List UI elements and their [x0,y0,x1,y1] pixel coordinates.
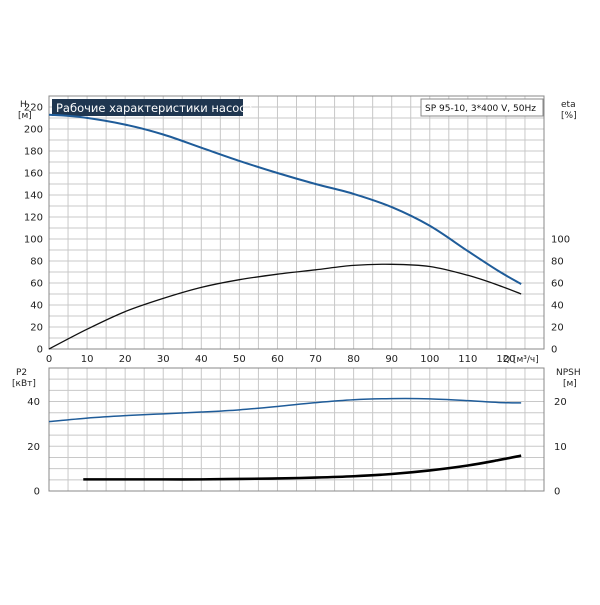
bottom-plot-frame [48,367,545,492]
y-right-tick-label: 20 [551,323,564,334]
legend-box [420,98,544,117]
x-tick-label: 40 [195,354,208,365]
x-tick-label: 0 [46,354,52,365]
y-left-tick-label: 180 [24,147,43,158]
y-left-tick-label: 40 [30,301,43,312]
series-NPSH-line [83,454,522,481]
y-left-tick-label: 20 [30,323,43,334]
y-left-tick-label: 0 [37,345,43,356]
y-left-tick-label: 140 [24,191,43,202]
y-right-tick-label: 40 [551,301,564,312]
y-left-tick-label: 120 [24,213,43,224]
p2-axis-unit: [кВт] [12,379,36,389]
x-axis-label: Q [м³/ч] [503,355,539,365]
y-axis-left-label: H [20,100,27,110]
y-left-tick-label: 80 [30,257,43,268]
y-right-tick-label: 60 [551,279,564,290]
chart-title: Рабочие характеристики насоса [56,101,253,115]
npsh-axis-label: NPSH [556,368,581,378]
npsh-tick-label: 0 [554,487,560,498]
top-plot-frame [48,95,545,350]
legend-text: SP 95-10, 3*400 V, 50Hz [425,104,536,114]
x-tick-label: 70 [309,354,322,365]
series-P2-line [48,397,522,423]
p2-axis-label: P2 [16,368,27,378]
x-tick-label: 110 [458,354,477,365]
series-eta-line [48,263,522,350]
npsh-tick-label: 20 [554,397,567,408]
p2-tick-label: 40 [27,397,40,408]
p2-tick-label: 20 [27,442,40,453]
y-left-tick-label: 100 [24,235,43,246]
y-axis-left-unit: [м] [18,111,32,121]
y-axis-right-label: eta [561,100,576,110]
y-left-tick-label: 200 [24,125,43,136]
x-tick-label: 90 [385,354,398,365]
y-right-tick-label: 0 [551,345,557,356]
bottom-chart-panel: P2[кВт] NPSH[м] 0 20 40 0 10 20 [12,367,581,498]
series-H-line [48,113,522,285]
y-left-tick-label: 220 [24,103,43,114]
y-left-tick-label: 160 [24,169,43,180]
x-tick-label: 50 [233,354,246,365]
x-tick-label: 20 [119,354,132,365]
x-tick-label: 60 [271,354,284,365]
y-right-tick-label: 100 [551,235,570,246]
x-tick-label: 120 [496,354,515,365]
chart-title-box [52,99,243,116]
y-axis-right-unit: [%] [561,111,577,121]
y-left-tick-label: 60 [30,279,43,290]
x-tick-label: 100 [420,354,439,365]
npsh-axis-unit: [м] [563,379,577,389]
x-tick-label: 30 [157,354,170,365]
top-chart-panel: Рабочие характеристики насоса SP 95-10, 3… [18,95,577,365]
p2-tick-label: 0 [34,487,40,498]
x-tick-label: 80 [347,354,360,365]
y-right-tick-label: 80 [551,257,564,268]
x-tick-label: 10 [81,354,94,365]
npsh-tick-label: 10 [554,442,567,453]
